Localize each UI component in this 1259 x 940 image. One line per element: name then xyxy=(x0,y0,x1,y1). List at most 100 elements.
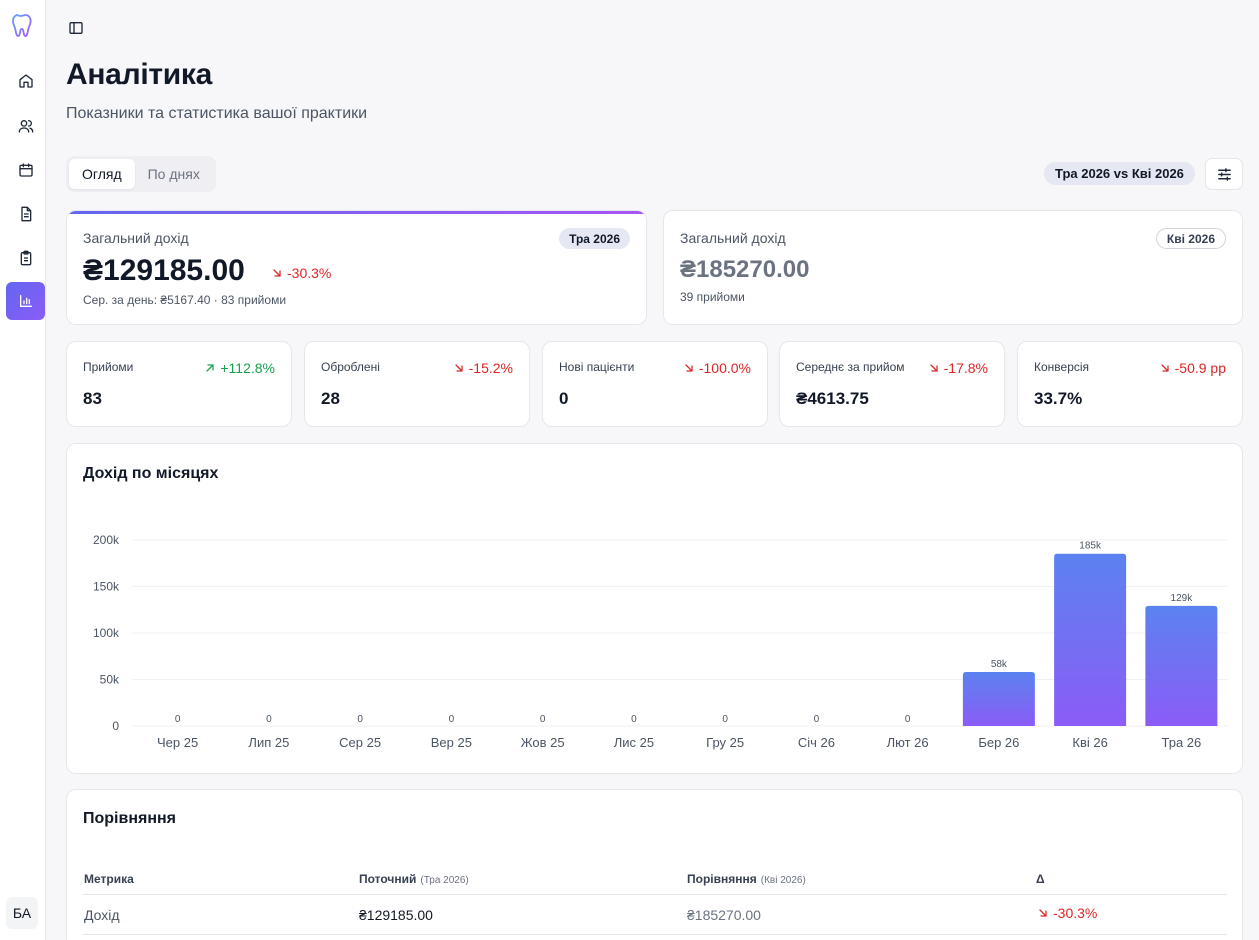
tab-overview[interactable]: Огляд xyxy=(69,159,135,189)
comparison-card: Порівняння Метрика Поточний (Тра 2026) По… xyxy=(66,789,1243,940)
users-icon xyxy=(18,120,33,133)
x-tick-label: Лип 25 xyxy=(248,735,289,750)
arrow-up-right-icon xyxy=(206,364,214,372)
kpi-value: 0 xyxy=(559,389,569,408)
current-period-badge: Тра 2026 xyxy=(559,228,630,249)
arrow-down-right-icon xyxy=(455,364,463,372)
header-delta: Δ xyxy=(1036,872,1045,886)
current-revenue-card: Загальний дохід Тра 2026 ₴129185.00 -30.… xyxy=(66,210,647,325)
accent-bar xyxy=(67,211,646,214)
filter-settings-button[interactable] xyxy=(1205,158,1243,190)
previous-period-badge: Кві 2026 xyxy=(1155,228,1226,249)
kpi-value: 83 xyxy=(83,389,102,408)
current-revenue-delta: -30.3% xyxy=(271,265,331,281)
current-revenue-value: ₴129185.00 xyxy=(83,254,245,287)
row-compare: ₴185270.00 xyxy=(687,907,761,923)
sidebar: БА xyxy=(0,0,46,940)
kpi-delta-value: +112.8% xyxy=(220,360,275,376)
sidebar-item-home[interactable] xyxy=(6,62,45,100)
x-tick-label: Кві 26 xyxy=(1072,735,1107,750)
data-label: 0 xyxy=(905,714,911,725)
monthly-revenue-card: Дохід по місяцях 0 50k 100k 150k 200k 0 Чер 25… xyxy=(66,443,1243,774)
current-revenue-sub: Сер. за день: ₴5167.40 · 83 прийоми xyxy=(83,293,287,307)
data-label: 0 xyxy=(814,714,820,725)
sidebar-item-analytics[interactable] xyxy=(6,282,45,320)
compare-period-badge: Тра 2026 vs Кві 2026 xyxy=(1044,162,1195,185)
kpi-delta-value: -50.9 pp xyxy=(1174,360,1226,376)
kpi-card-avg-per-visit: Середнє за прийом -17.8% ₴4613.75 xyxy=(779,341,1005,427)
home-icon xyxy=(18,74,33,88)
kpi-delta: -15.2% xyxy=(453,360,513,376)
arrow-down-right-icon xyxy=(1161,364,1169,372)
row-metric: Дохід xyxy=(84,907,120,923)
sidebar-item-documents[interactable] xyxy=(6,195,45,233)
kpi-value: 33.7% xyxy=(1034,389,1083,408)
arrow-down-right-icon xyxy=(273,269,281,277)
tab-by-days[interactable]: По днях xyxy=(147,166,200,182)
bar xyxy=(962,672,1035,726)
document-icon xyxy=(20,206,31,222)
header-compare-label: Порівняння xyxy=(687,872,757,886)
sidebar-item-clipboard[interactable] xyxy=(6,239,45,277)
kpi-label: Прийоми xyxy=(83,360,134,374)
data-label: 185k xyxy=(1079,541,1102,552)
data-label: 129k xyxy=(1171,593,1194,604)
bar xyxy=(1145,605,1218,726)
y-tick-label: 150k xyxy=(93,580,120,594)
calendar-icon xyxy=(18,163,33,177)
previous-revenue-card: Загальний дохід Кві 2026 ₴185270.00 39 п… xyxy=(663,210,1243,325)
y-tick-label: 50k xyxy=(100,673,120,687)
previous-revenue-sub: 39 прийоми xyxy=(680,290,745,304)
kpi-delta: -17.8% xyxy=(928,360,988,376)
x-tick-label: Лис 25 xyxy=(614,735,654,750)
monthly-revenue-chart: 0 50k 100k 150k 200k 0 Чер 25 0 Лип 25 0 Сер 25 0 Ве… xyxy=(93,533,1227,750)
kpi-card-conversion: Конверсія -50.9 pp 33.7% xyxy=(1017,341,1243,427)
page-title: Аналітика xyxy=(66,58,212,91)
kpi-delta: -50.9 pp xyxy=(1159,360,1226,376)
avatar[interactable]: БА xyxy=(6,897,38,929)
current-revenue-label: Загальний дохід xyxy=(83,230,189,246)
page-subtitle: Показники та статистика вашої практики xyxy=(66,105,368,122)
view-tabs: Огляд По днях xyxy=(66,156,216,192)
arrow-down-right-icon xyxy=(1039,909,1047,917)
arrow-down-right-icon xyxy=(685,364,693,372)
kpi-card-new-patients: Нові пацієнти -100.0% 0 xyxy=(542,341,768,427)
data-label: 0 xyxy=(175,714,181,725)
kpi-label: Нові пацієнти xyxy=(559,360,635,374)
y-tick-label: 100k xyxy=(93,626,120,640)
kpi-label: Конверсія xyxy=(1034,360,1090,374)
bar-chart-icon xyxy=(19,295,32,307)
header-compare-period: (Кві 2026) xyxy=(760,875,806,886)
data-label: 58k xyxy=(991,659,1008,670)
table-divider xyxy=(83,934,1227,935)
header-current-period: (Тра 2026) xyxy=(420,875,469,886)
row-delta: -30.3% xyxy=(1037,905,1097,921)
x-tick-label: Жов 25 xyxy=(521,735,565,750)
y-tick-label: 200k xyxy=(93,533,120,547)
kpi-card-processed: Оброблені -15.2% 28 xyxy=(304,341,530,427)
kpi-delta-value: -17.8% xyxy=(943,360,988,376)
sidebar-toggle-icon[interactable] xyxy=(66,18,86,38)
tooth-logo-icon[interactable] xyxy=(10,12,36,40)
row-delta-value: -30.3% xyxy=(1053,905,1098,921)
sidebar-item-patients[interactable] xyxy=(6,107,45,145)
kpi-card-appointments: Прийоми +112.8% 83 xyxy=(66,341,292,427)
kpi-label: Оброблені xyxy=(321,360,380,374)
table-divider xyxy=(83,894,1227,895)
header-current-label: Поточний xyxy=(359,872,417,886)
sidebar-item-calendar[interactable] xyxy=(6,151,45,189)
previous-revenue-label: Загальний дохід xyxy=(680,230,786,246)
kpi-delta: +112.8% xyxy=(204,360,275,376)
x-tick-label: Лют 26 xyxy=(887,735,929,750)
clipboard-icon xyxy=(20,250,31,266)
header-metric: Метрика xyxy=(84,872,134,886)
header-compare: Порівняння (Кві 2026) xyxy=(687,872,806,886)
x-tick-label: Вер 25 xyxy=(431,735,472,750)
comparison-title: Порівняння xyxy=(83,810,176,827)
kpi-delta: -100.0% xyxy=(683,360,751,376)
kpi-value: 28 xyxy=(321,389,340,408)
x-tick-label: Бер 26 xyxy=(978,735,1019,750)
kpi-delta-value: -100.0% xyxy=(698,360,751,376)
bar xyxy=(1054,553,1127,726)
x-tick-label: Тра 26 xyxy=(1162,735,1202,750)
